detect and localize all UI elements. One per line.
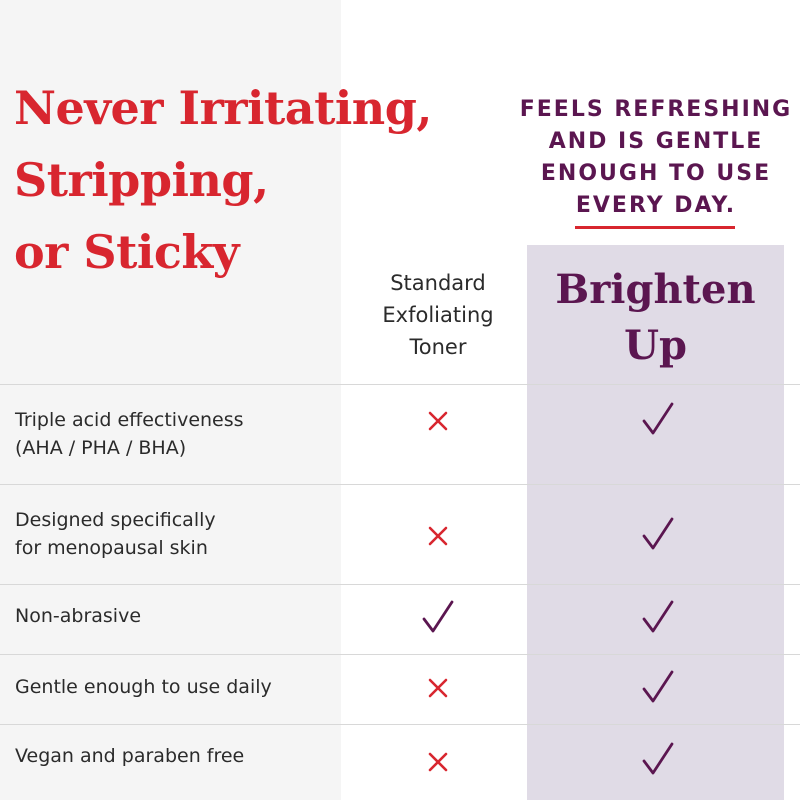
- tagline-line: ENOUGH TO USE: [540, 161, 772, 186]
- brand-header-line: Up: [624, 322, 687, 369]
- left-panel-background: [0, 0, 341, 800]
- headline: Never Irritating, Stripping, or Sticky: [14, 72, 454, 288]
- row-label-vegan: Vegan and paraben free: [15, 745, 245, 767]
- cross-icon: [418, 742, 458, 782]
- check-icon: [418, 597, 458, 637]
- row-label-non-abrasive: Non-abrasive: [15, 605, 142, 627]
- row-label-triple-acid: Triple acid effectiveness (AHA / PHA / B…: [15, 409, 244, 459]
- row-label-menopausal: Designed specifically for menopausal ski…: [15, 509, 216, 559]
- cross-icon: [418, 401, 458, 441]
- brand-column-header: Brighten Up: [527, 262, 784, 374]
- row-divider: [0, 724, 800, 725]
- competitor-column-header: Standard Exfoliating Toner: [360, 267, 516, 363]
- tagline-line: AND IS GENTLE: [548, 129, 764, 154]
- tagline-line: FEELS REFRESHING: [519, 97, 793, 122]
- competitor-header-line: Toner: [409, 335, 467, 359]
- check-icon: [638, 597, 678, 637]
- row-divider: [0, 584, 800, 585]
- check-icon: [638, 399, 678, 439]
- competitor-header-line: Standard: [390, 271, 486, 295]
- headline-line: or Sticky: [14, 225, 239, 279]
- headline-line: Stripping,: [14, 153, 269, 207]
- row-divider: [0, 484, 800, 485]
- brand-header-line: Brighten: [555, 266, 756, 313]
- brand-column-highlight: [527, 245, 784, 800]
- check-icon: [638, 667, 678, 707]
- headline-line: Never Irritating,: [14, 81, 432, 135]
- tagline-line: EVERY DAY.: [575, 193, 737, 218]
- check-icon: [638, 514, 678, 554]
- tagline: FEELS REFRESHING AND IS GENTLE ENOUGH TO…: [508, 94, 800, 222]
- row-divider: [0, 654, 800, 655]
- cross-icon: [418, 668, 458, 708]
- row-divider: [0, 384, 800, 385]
- tagline-underline: [575, 226, 735, 229]
- competitor-header-line: Exfoliating: [382, 303, 494, 327]
- cross-icon: [418, 516, 458, 556]
- row-label-gentle-daily: Gentle enough to use daily: [15, 676, 272, 698]
- check-icon: [638, 739, 678, 779]
